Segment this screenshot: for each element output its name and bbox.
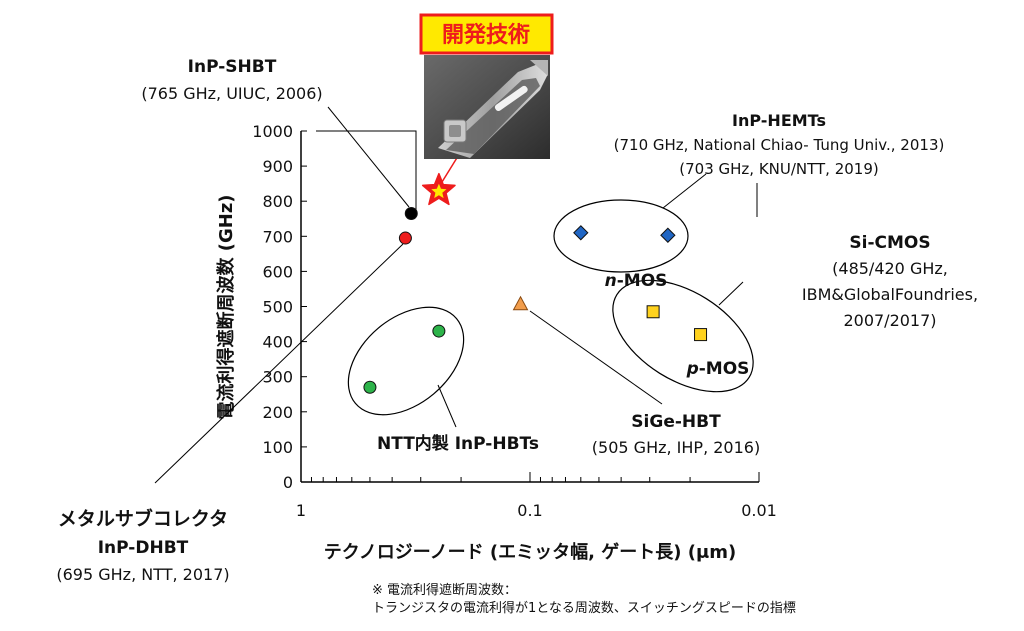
sige-title: SiGe-HBT [631,412,721,432]
data-marks [363,172,708,394]
inp-dhbt-annotation: メタルサブコレクタ InP-DHBT (695 GHz, NTT, 2017) [56,507,229,584]
ntt-hbts-leader-line [437,384,457,428]
n-mos-suffix: -MOS [617,271,668,291]
inp-hemts-point-2 [660,227,676,243]
ntt-inp-hbts-point-2 [432,324,446,338]
footnote-line-1: ※ 電流利得遮断周波数： [372,582,517,598]
footnote-line-2: トランジスタの電流利得が1となる周波数、スイッチングスピードの指標 [372,600,796,616]
y-tick-label: 200 [262,403,293,422]
inp-hemts-annotation: InP-HEMTs (710 GHz, National Chiao- Tung… [614,111,945,178]
inp-shbt-title: InP-SHBT [188,57,277,77]
inp-hemts-leader-line [662,173,707,209]
ntt-hbts-label: NTT内製 InP-HBTs [377,433,539,454]
y-tick-label: 600 [262,262,293,281]
x-tick-label: 1 [296,501,306,520]
si-cmos-point-1 [646,305,660,319]
inp-dhbt-title: InP-DHBT [98,538,189,558]
si-cmos-detail-3: 2007/2017) [843,311,936,330]
inp-dhbt-detail: (695 GHz, NTT, 2017) [56,565,229,584]
y-tick-label: 100 [262,438,293,457]
si-cmos-point-2 [694,328,708,342]
inp-shbt-annotation: InP-SHBT (765 GHz, UIUC, 2006) [141,57,322,103]
ntt-inp-hbts-point-1 [363,380,377,394]
x-tick-label: 0.1 [517,501,542,520]
leader-lines [154,106,758,484]
footnote: ※ 電流利得遮断周波数： トランジスタの電流利得が1となる周波数、スイッチングス… [372,582,796,616]
y-axis-label: 電流利得遮断周波数 (GHz) [215,194,237,419]
inp-hemts-detail-1: (710 GHz, National Chiao- Tung Univ., 20… [614,136,945,154]
si-cmos-detail-1: (485/420 GHz, [832,259,948,278]
si-cmos-leader-line [718,281,744,306]
y-tick-label: 400 [262,333,293,352]
si-cmos-annotation: Si-CMOS (485/420 GHz, IBM&GlobalFoundrie… [802,233,978,330]
y-tick-label: 500 [262,298,293,317]
device-micrograph-photo [424,55,550,159]
inp-hemts-group-ellipse [553,199,689,273]
inp-shbt-leader-line [316,130,417,211]
n-mos-prefix: n [605,271,617,291]
inp-hemts-title: InP-HEMTs [732,111,826,130]
x-tick-group: 1 0.1 0.01 [296,472,777,520]
x-axis-label: テクノロジーノード (エミッタ幅, ゲート長) (μm) [324,541,736,563]
y-tick-label: 800 [262,192,293,211]
highlight-label: 開発技術 [442,22,530,48]
sige-detail: (505 GHz, IHP, 2016) [592,438,760,457]
developed-technology-point-1-inner [431,183,447,199]
inp-hemts-point-1 [573,225,589,241]
developed-technology-point-1 [421,172,456,206]
inp-shbt-pointer-line [327,106,410,208]
p-mos-label: p-MOS [686,359,750,379]
y-tick-label: 300 [262,368,293,387]
si-cmos-detail-2: IBM&GlobalFoundries, [802,285,978,304]
p-mos-suffix: -MOS [699,359,750,379]
si-cmos-title: Si-CMOS [849,233,930,253]
y-tick-label: 0 [283,473,293,492]
inp-dhbt-metal-subcollector-label: メタルサブコレクタ [58,507,228,530]
inp-dhbt-point-1 [398,231,412,245]
inp-shbt-detail: (765 GHz, UIUC, 2006) [141,84,322,103]
si-cmos-group-ellipse [612,279,754,393]
sige-leader-line [529,310,663,405]
y-tick-label: 1000 [252,122,293,141]
inp-dhbt-leader-line [154,243,404,484]
y-tick-group: 0 100 200 300 400 500 600 700 800 900 1000 [252,122,307,492]
sige-hbt-point-1 [512,295,529,311]
inp-hemts-detail-2: (703 GHz, KNU/NTT, 2019) [679,160,879,178]
p-mos-prefix: p [686,359,699,379]
y-tick-label: 700 [262,227,293,246]
y-tick-label: 900 [262,157,293,176]
highlight-label-box: 開発技術 [419,13,554,55]
x-tick-label: 0.01 [741,501,777,520]
inp-shbt-point-1 [404,206,418,220]
ntt-hbts-group-ellipse [347,306,465,416]
n-mos-label: n-MOS [605,271,668,291]
sige-annotation: SiGe-HBT (505 GHz, IHP, 2016) [592,412,760,457]
